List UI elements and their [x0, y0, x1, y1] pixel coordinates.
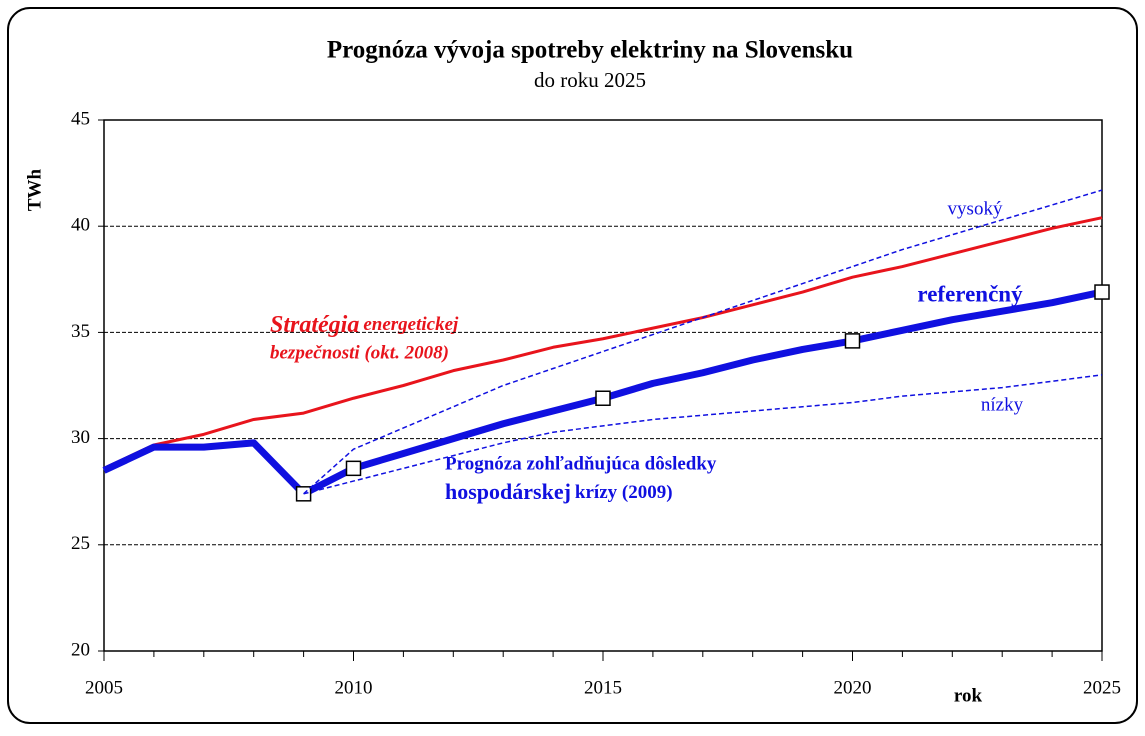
- y-tick-label: 25: [71, 533, 90, 554]
- y-tick-label: 45: [71, 108, 90, 129]
- y-tick-label: 30: [71, 427, 90, 448]
- x-tick-label: 2025: [1083, 677, 1121, 698]
- x-axis-label: rok: [954, 685, 983, 706]
- marker: [844, 333, 861, 349]
- series-label: referenčný: [917, 281, 1023, 306]
- annotation-part: hospodárskej: [445, 479, 571, 504]
- annotation-part: Stratégia: [270, 312, 359, 338]
- series-label: nízky: [981, 394, 1024, 415]
- annotation: bezpečnosti (okt. 2008): [270, 342, 449, 363]
- y-tick-label: 40: [71, 215, 90, 236]
- annotation: Stratégia energetickej: [270, 312, 459, 338]
- annotation-part: krízy (2009): [575, 482, 673, 503]
- marker: [595, 390, 611, 406]
- marker: [1094, 284, 1110, 300]
- frame: [7, 7, 1138, 724]
- series-line: [103, 216, 1103, 470]
- y-tick-label: 20: [71, 639, 90, 660]
- annotation: Prognóza zohľadňujúca dôsledky: [445, 453, 717, 474]
- y-tick-label: 35: [71, 321, 90, 342]
- x-tick-label: 2010: [335, 677, 373, 698]
- chart-title: Prognóza vývoja spotreby elektriny na Sl…: [327, 37, 853, 64]
- marker: [345, 460, 362, 477]
- chart-subtitle: do roku 2025: [534, 68, 646, 92]
- x-tick-label: 2005: [85, 677, 123, 698]
- x-tick-label: 2020: [834, 677, 872, 698]
- series-label: vysoký: [948, 198, 1003, 219]
- y-axis-label: TWh: [24, 168, 45, 211]
- series-line: [303, 374, 1103, 495]
- annotation: hospodárskej krízy (2009): [445, 479, 673, 504]
- annotation-part: energetickej: [363, 314, 459, 335]
- series-line: [303, 189, 1103, 495]
- x-tick-label: 2015: [584, 677, 622, 698]
